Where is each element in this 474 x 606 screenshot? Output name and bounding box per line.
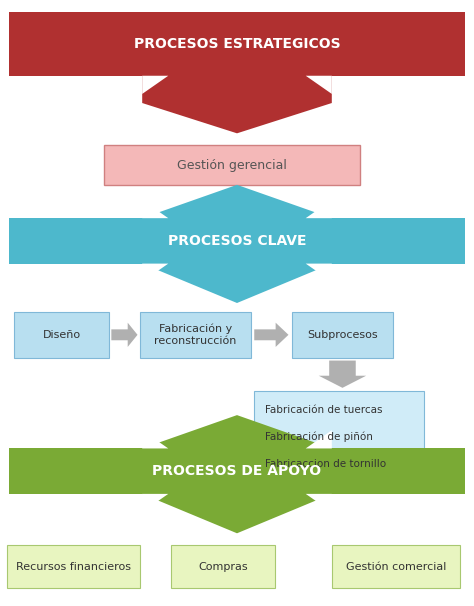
Text: Gestión comercial: Gestión comercial	[346, 562, 446, 571]
FancyBboxPatch shape	[14, 312, 109, 358]
Text: Subprocesos: Subprocesos	[307, 330, 378, 340]
Text: Fabricación de tuercas: Fabricación de tuercas	[265, 405, 383, 415]
FancyBboxPatch shape	[140, 312, 251, 358]
FancyBboxPatch shape	[104, 145, 360, 185]
FancyBboxPatch shape	[9, 448, 465, 494]
FancyBboxPatch shape	[7, 545, 140, 588]
Polygon shape	[142, 264, 332, 303]
Polygon shape	[142, 76, 332, 133]
Text: PROCESOS CLAVE: PROCESOS CLAVE	[168, 234, 306, 248]
FancyBboxPatch shape	[254, 391, 424, 473]
Text: Recursos financieros: Recursos financieros	[16, 562, 131, 571]
Polygon shape	[319, 361, 366, 388]
FancyBboxPatch shape	[332, 545, 460, 588]
Polygon shape	[142, 185, 332, 218]
FancyBboxPatch shape	[9, 218, 465, 264]
Text: Compras: Compras	[198, 562, 247, 571]
Text: PROCESOS DE APOYO: PROCESOS DE APOYO	[153, 464, 321, 478]
Text: PROCESOS ESTRATEGICOS: PROCESOS ESTRATEGICOS	[134, 37, 340, 51]
Polygon shape	[142, 264, 168, 282]
FancyBboxPatch shape	[292, 312, 393, 358]
Text: Fabricación de piñón: Fabricación de piñón	[265, 432, 374, 442]
Polygon shape	[254, 322, 289, 347]
FancyBboxPatch shape	[9, 12, 465, 76]
Text: Gestión gerencial: Gestión gerencial	[177, 159, 287, 171]
Polygon shape	[306, 494, 332, 512]
Polygon shape	[306, 76, 332, 94]
Text: Fabricación y
reconstrucción: Fabricación y reconstrucción	[155, 324, 237, 346]
Text: Diseño: Diseño	[43, 330, 81, 340]
Polygon shape	[306, 430, 332, 448]
Text: Fabricaccion de tornillo: Fabricaccion de tornillo	[265, 459, 387, 470]
Polygon shape	[142, 415, 332, 448]
Polygon shape	[142, 494, 168, 512]
Polygon shape	[306, 200, 332, 218]
Polygon shape	[142, 494, 332, 533]
Polygon shape	[142, 200, 168, 218]
Polygon shape	[111, 322, 137, 347]
Polygon shape	[142, 76, 168, 94]
Polygon shape	[306, 264, 332, 282]
Polygon shape	[142, 430, 168, 448]
FancyBboxPatch shape	[171, 545, 275, 588]
